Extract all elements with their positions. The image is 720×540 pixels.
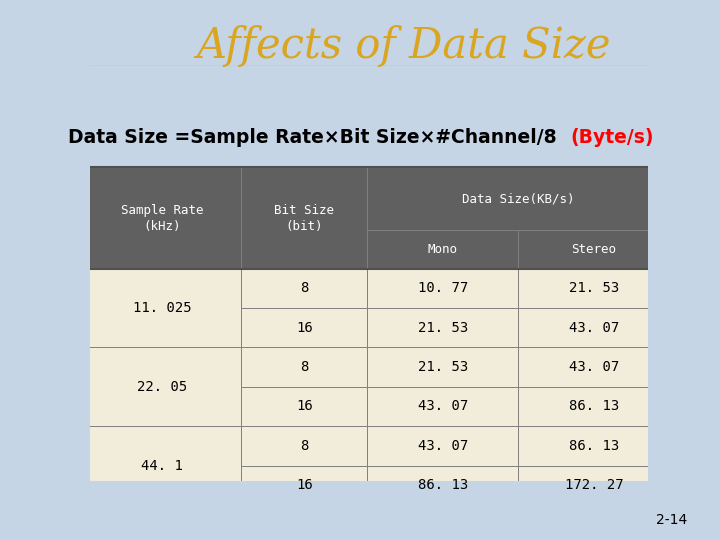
FancyBboxPatch shape [367, 465, 518, 505]
Text: 21. 53: 21. 53 [569, 281, 619, 295]
FancyBboxPatch shape [83, 269, 241, 347]
FancyBboxPatch shape [367, 347, 518, 387]
Text: 8: 8 [300, 360, 308, 374]
FancyBboxPatch shape [367, 167, 670, 230]
Text: 16: 16 [296, 321, 312, 335]
FancyBboxPatch shape [24, 46, 66, 86]
Text: 86. 13: 86. 13 [569, 439, 619, 453]
FancyBboxPatch shape [367, 426, 518, 465]
Text: Affects of Data Size: Affects of Data Size [196, 25, 611, 67]
FancyBboxPatch shape [83, 426, 241, 505]
FancyBboxPatch shape [518, 269, 670, 308]
Text: Sample Rate
(kHz): Sample Rate (kHz) [121, 204, 203, 233]
FancyBboxPatch shape [367, 387, 518, 426]
Text: 43. 07: 43. 07 [418, 439, 468, 453]
Text: 21. 53: 21. 53 [418, 321, 468, 335]
Text: 86. 13: 86. 13 [569, 400, 619, 414]
Text: 2-14: 2-14 [657, 512, 688, 526]
FancyBboxPatch shape [241, 387, 367, 426]
FancyBboxPatch shape [241, 465, 367, 505]
FancyBboxPatch shape [518, 308, 670, 347]
Text: (Byte/s): (Byte/s) [570, 128, 654, 147]
Text: Data Size(KB/s): Data Size(KB/s) [462, 192, 575, 205]
FancyBboxPatch shape [518, 387, 670, 426]
Text: 86. 13: 86. 13 [418, 478, 468, 492]
Text: 11. 025: 11. 025 [132, 301, 192, 315]
Text: 21. 53: 21. 53 [418, 360, 468, 374]
FancyBboxPatch shape [518, 347, 670, 387]
Text: Data Size =Sample Rate×Bit Size×#Channel/8: Data Size =Sample Rate×Bit Size×#Channel… [68, 128, 557, 147]
FancyBboxPatch shape [367, 230, 518, 269]
Text: 16: 16 [296, 478, 312, 492]
Text: Stereo: Stereo [572, 243, 616, 256]
FancyBboxPatch shape [241, 347, 367, 387]
FancyBboxPatch shape [241, 167, 367, 269]
FancyBboxPatch shape [367, 308, 518, 347]
Text: 8: 8 [300, 439, 308, 453]
Text: Bit Size
(bit): Bit Size (bit) [274, 204, 334, 233]
FancyBboxPatch shape [241, 426, 367, 465]
Text: 44. 1: 44. 1 [141, 458, 183, 472]
FancyBboxPatch shape [9, 30, 47, 62]
FancyBboxPatch shape [241, 308, 367, 347]
Text: 43. 07: 43. 07 [569, 360, 619, 374]
FancyBboxPatch shape [518, 230, 670, 269]
FancyBboxPatch shape [367, 269, 518, 308]
Text: 172. 27: 172. 27 [564, 478, 624, 492]
Text: 10. 77: 10. 77 [418, 281, 468, 295]
Text: 43. 07: 43. 07 [418, 400, 468, 414]
Text: 8: 8 [300, 281, 308, 295]
FancyBboxPatch shape [241, 269, 367, 308]
FancyBboxPatch shape [83, 347, 241, 426]
Text: 43. 07: 43. 07 [569, 321, 619, 335]
Text: 22. 05: 22. 05 [137, 380, 187, 394]
Text: 16: 16 [296, 400, 312, 414]
Text: Mono: Mono [428, 243, 458, 256]
FancyBboxPatch shape [518, 426, 670, 465]
FancyBboxPatch shape [518, 465, 670, 505]
FancyBboxPatch shape [83, 167, 241, 269]
FancyBboxPatch shape [5, 54, 40, 84]
